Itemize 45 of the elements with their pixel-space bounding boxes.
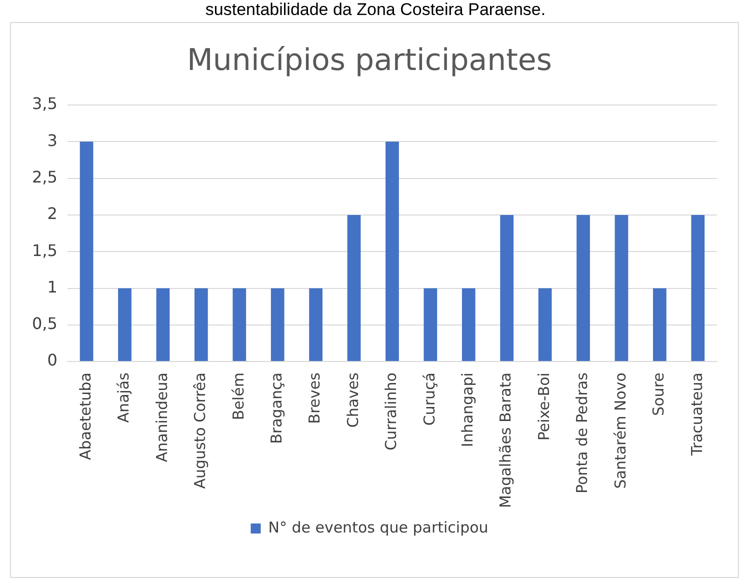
bar [156,288,170,362]
x-tick-label: Inhangapi [458,372,477,448]
x-tick-label: Curuçá [420,372,438,426]
x-tick-label: Santarém Novo [611,372,630,489]
bar [500,214,514,362]
x-tick-label: Chaves [344,372,362,428]
y-tick-label: 2,5 [32,167,58,186]
bar [538,288,552,362]
bar [80,142,94,362]
x-tick-label: Belém [229,372,248,420]
bar [270,288,284,362]
bar [462,288,476,362]
bar [653,288,666,362]
bar [194,288,208,362]
legend-label: N° de eventos que participou [268,518,488,536]
y-tick-label: 0 [47,350,58,370]
text: sustentabilidade da Zona Costeira Paraense. [204,0,547,20]
y-tick-label: 3,5 [32,94,58,114]
x-tick-label: Ananindeua [152,372,171,462]
chart-title: Municípios participantes [187,42,552,78]
bar [386,142,399,362]
x-tick-label: Anajás [114,372,133,423]
bar [118,288,132,362]
x-tick-label: Soure [650,372,668,416]
bar [576,214,590,362]
x-tick-label: Bragança [267,372,286,444]
bar [614,214,628,362]
bar [347,214,361,362]
x-tick-label: Curralinho [382,372,400,450]
bar [424,288,438,362]
x-tick-label: Magalhães Barata [496,372,515,508]
x-tick-label: Tracuateua [688,372,706,457]
bar [691,214,705,362]
y-tick-label: 1 [47,277,58,296]
y-tick-label: 0,5 [32,314,58,334]
x-tick-label: Breves [306,372,324,424]
y-tick-label: 2 [47,204,58,224]
x-tick-label: Ponta de Pedras [573,372,592,494]
y-tick-label: 3 [47,130,58,150]
y-tick-label: 1,5 [32,240,58,260]
bar [309,288,322,362]
x-tick-label: Abaetetuba [76,372,94,460]
x-tick-label: Augusto Corrêa [191,372,210,489]
bar [232,288,246,362]
x-tick-label: Peixe-Boi [534,372,553,441]
